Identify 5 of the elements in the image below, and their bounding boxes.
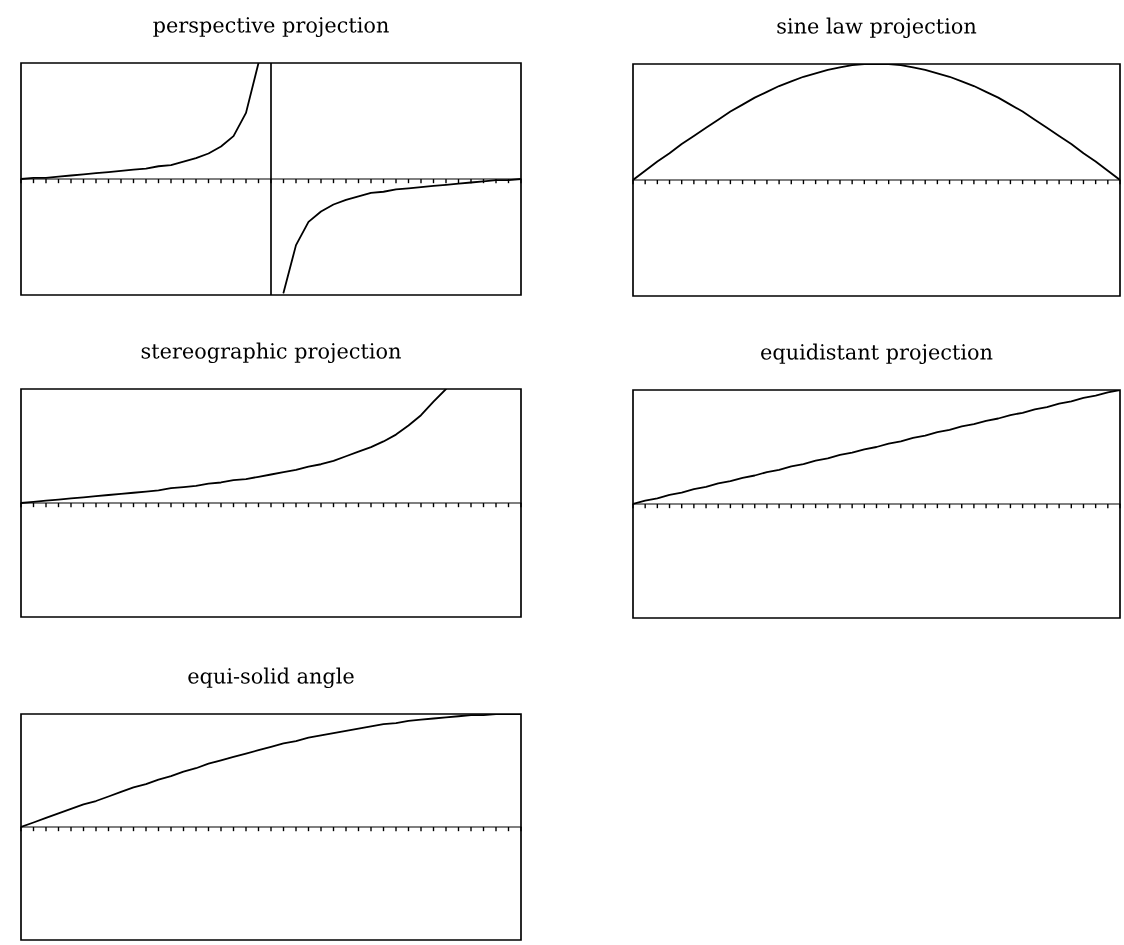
chart-title: equidistant projection (761, 343, 993, 365)
chart-title: sine law projection (777, 17, 977, 39)
chart-title: perspective projection (153, 17, 389, 38)
chart-title: equi-solid angle (188, 667, 354, 689)
chart-title: stereographic projection (141, 342, 401, 364)
